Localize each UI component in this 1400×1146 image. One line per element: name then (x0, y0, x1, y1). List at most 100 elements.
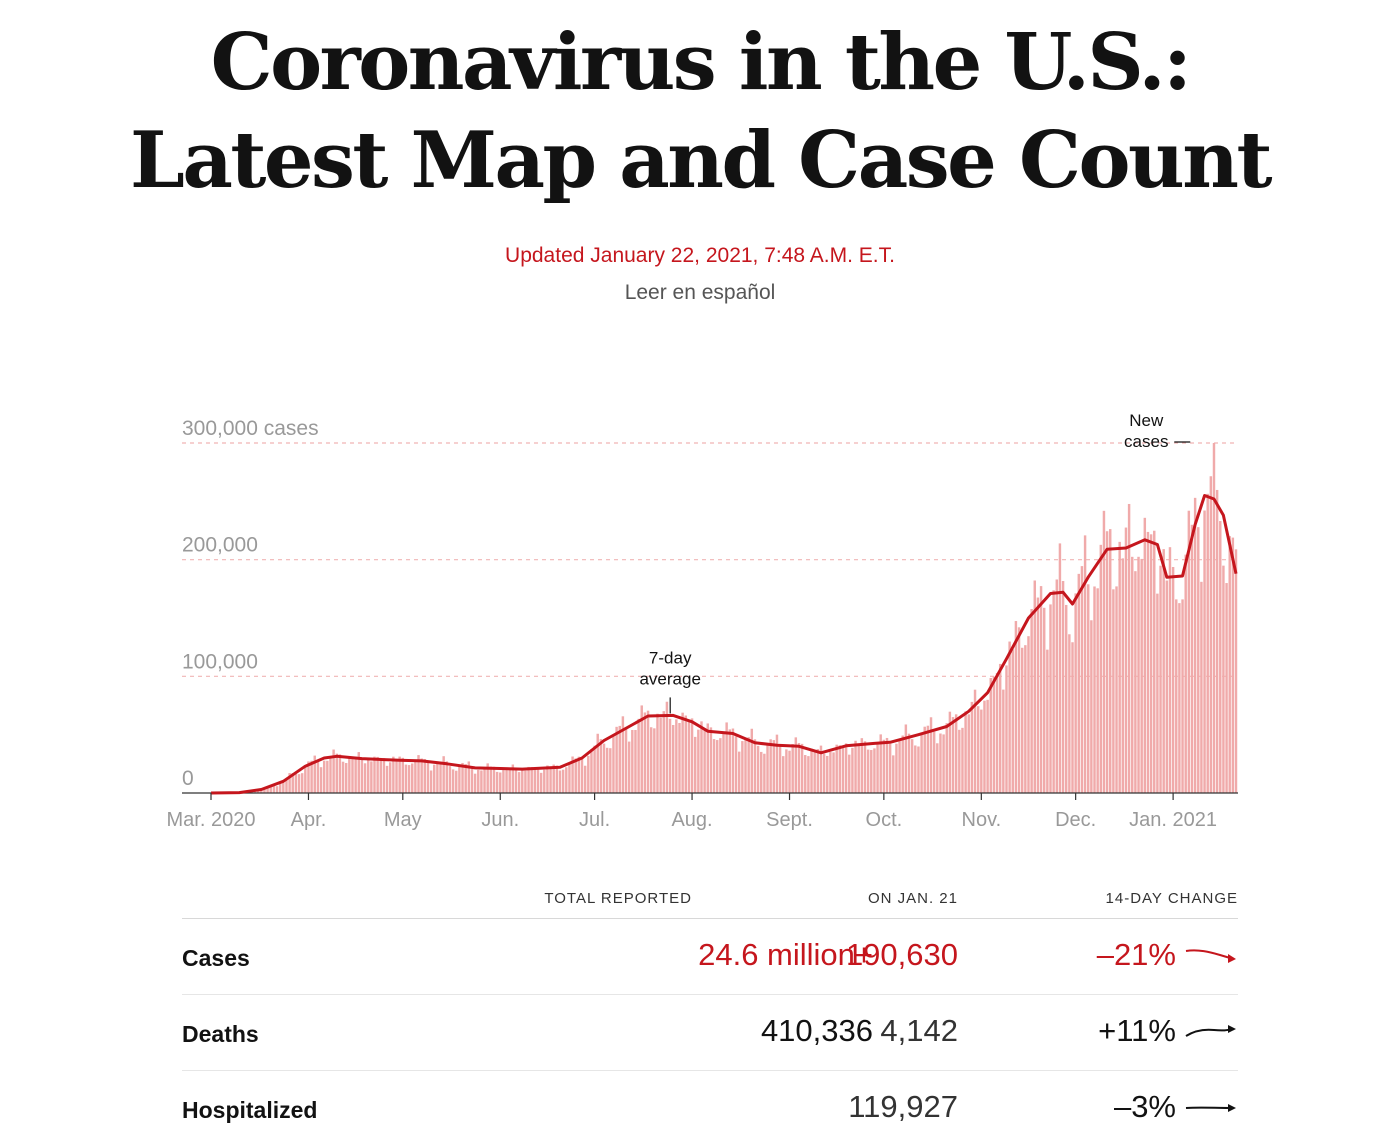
new-cases-bar (398, 757, 400, 793)
x-tick-label: Nov. (962, 809, 1002, 831)
new-cases-bar (722, 732, 724, 793)
annotation-label-new-cases: cases (1124, 432, 1168, 451)
deaths-change: +11% (1098, 1013, 1176, 1049)
new-cases-bar (939, 734, 941, 793)
new-cases-bar (1150, 534, 1152, 793)
new-cases-bar (1068, 634, 1070, 793)
x-tick-label: Jan. 2021 (1129, 809, 1217, 831)
new-cases-bar (1210, 476, 1212, 793)
new-cases-bar (433, 765, 435, 793)
new-cases-bar (1096, 588, 1098, 793)
new-cases-bar (430, 770, 432, 793)
new-cases-bar (442, 756, 444, 793)
new-cases-bar (637, 719, 639, 793)
new-cases-bar (320, 767, 322, 793)
new-cases-bar (732, 729, 734, 793)
new-cases-bar (1018, 627, 1020, 793)
new-cases-bar (917, 746, 919, 793)
new-cases-bar (534, 768, 536, 793)
new-cases-bar (870, 750, 872, 793)
new-cases-bar (933, 732, 935, 793)
new-cases-bar (505, 769, 507, 793)
x-tick-label: Apr. (291, 809, 327, 831)
new-cases-bar (681, 713, 683, 793)
new-cases-bar (1228, 536, 1230, 793)
new-cases-bar (710, 727, 712, 793)
new-cases-bar (977, 706, 979, 793)
annotation-label-new-cases: New (1129, 411, 1164, 430)
new-cases-bar (367, 760, 369, 793)
new-cases-bar (968, 714, 970, 793)
new-cases-bar (364, 763, 366, 793)
new-cases-bar (593, 746, 595, 793)
new-cases-bar (1169, 547, 1171, 793)
new-cases-bar (427, 762, 429, 793)
new-cases-bar (1225, 583, 1227, 793)
new-cases-bar (955, 714, 957, 793)
new-cases-bar (1200, 582, 1202, 793)
headline-line-1: Coronavirus in the U.S.: (0, 14, 1400, 112)
new-cases-bar (810, 749, 812, 793)
new-cases-bar (757, 746, 759, 793)
new-cases-bar (751, 729, 753, 793)
new-cases-bar (1008, 642, 1010, 793)
new-cases-bar (854, 741, 856, 793)
new-cases-bar (354, 757, 356, 793)
new-cases-bar (405, 765, 407, 793)
new-cases-bar (1203, 511, 1205, 793)
new-cases-bar (996, 673, 998, 793)
annotation-label-average: 7-day (649, 648, 692, 667)
new-cases-bar (298, 774, 300, 793)
new-cases-bar (993, 677, 995, 793)
new-cases-bar (518, 772, 520, 793)
new-cases-bar (1049, 604, 1051, 793)
new-cases-bar (619, 726, 621, 793)
new-cases-bar (474, 774, 476, 793)
x-tick-label: Jul. (579, 809, 610, 831)
stats-row-cases: Cases 24.6 million+ 190,630 –21% (182, 919, 1238, 995)
new-cases-bar (1106, 531, 1108, 793)
new-cases-bar (1015, 621, 1017, 793)
new-cases-bar (1156, 594, 1158, 793)
new-cases-bar (823, 754, 825, 793)
stats-header-row: TOTAL REPORTED ON JAN. 21 14-DAY CHANGE (182, 880, 1238, 919)
new-cases-bar (1172, 567, 1174, 793)
new-cases-bar (411, 763, 413, 793)
new-cases-bar (361, 760, 363, 793)
new-cases-bar (1162, 549, 1164, 793)
x-tick-label: Sept. (766, 809, 813, 831)
new-cases-bar (336, 754, 338, 793)
new-cases-bar (747, 737, 749, 793)
new-cases-bar (464, 764, 466, 793)
stats-table: TOTAL REPORTED ON JAN. 21 14-DAY CHANGE … (182, 880, 1238, 1146)
new-cases-bar (376, 757, 378, 793)
new-cases-bar (1219, 521, 1221, 793)
page-headline: Coronavirus in the U.S.: Latest Map and … (0, 14, 1400, 210)
new-cases-bar (1087, 584, 1089, 793)
new-cases-bar (1002, 690, 1004, 793)
new-cases-bar (848, 755, 850, 793)
new-cases-bar (556, 766, 558, 793)
new-cases-bar (420, 758, 422, 793)
new-cases-bar (873, 748, 875, 793)
new-cases-bar (279, 783, 281, 793)
spanish-language-link[interactable]: Leer en español (0, 281, 1400, 305)
new-cases-bar (1125, 528, 1127, 793)
new-cases-bar (537, 767, 539, 793)
new-cases-bar (983, 701, 985, 793)
new-cases-bar (760, 752, 762, 793)
new-cases-bar (1194, 498, 1196, 793)
new-cases-bar (323, 761, 325, 793)
new-cases-bar (889, 744, 891, 793)
new-cases-bar (628, 742, 630, 793)
new-cases-bar (345, 763, 347, 793)
new-cases-bar (351, 758, 353, 793)
new-cases-bar (703, 730, 705, 793)
new-cases-bar (930, 717, 932, 793)
new-cases-bar (694, 737, 696, 793)
new-cases-bar (1037, 598, 1039, 793)
new-cases-bar (424, 759, 426, 793)
new-cases-bar (530, 767, 532, 793)
new-cases-bar (659, 718, 661, 793)
new-cases-bar (1166, 581, 1168, 793)
